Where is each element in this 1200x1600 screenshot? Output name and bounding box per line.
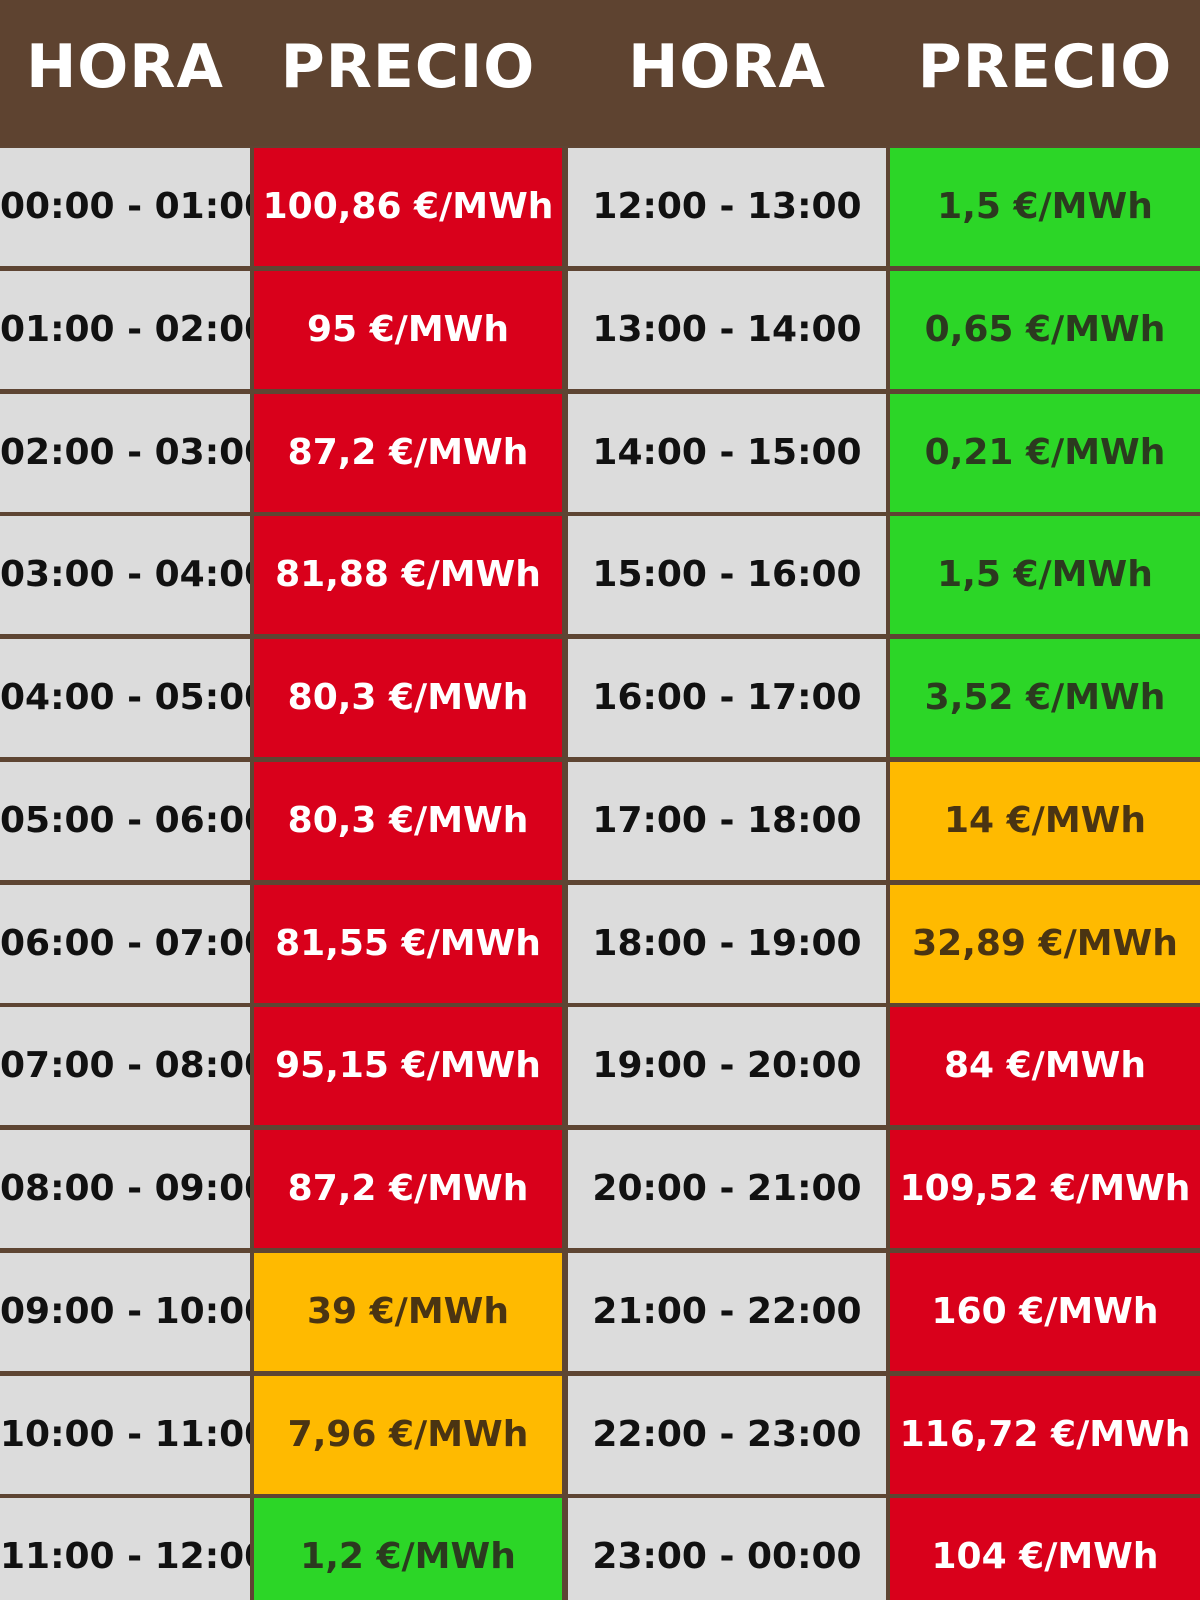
left-hora-cell: 00:00 - 01:00 xyxy=(0,148,250,266)
table-header: HORA PRECIO HORA PRECIO xyxy=(0,0,1200,146)
left-hora-cell: 11:00 - 12:00 xyxy=(0,1498,250,1600)
left-hora-cell: 01:00 - 02:00 xyxy=(0,270,250,389)
right-precio-cell: 0,65 €/MWh xyxy=(890,270,1200,389)
right-hora-cell: 20:00 - 21:00 xyxy=(568,1130,886,1248)
header-hora-right: HORA xyxy=(628,32,826,102)
right-hora-cell: 14:00 - 15:00 xyxy=(568,393,886,512)
right-precio-cell: 109,52 €/MWh xyxy=(890,1130,1200,1248)
header-precio-left: PRECIO xyxy=(280,32,536,102)
table-row: 04:00 - 05:00 80,3 €/MWh 16:00 - 17:00 3,52… xyxy=(0,639,1200,757)
right-hora-cell: 16:00 - 17:00 xyxy=(568,639,886,757)
table-row: 11:00 - 12:00 1,2 €/MWh 23:00 - 00:00 104 €… xyxy=(0,1498,1200,1600)
right-precio-cell: 116,72 €/MWh xyxy=(890,1375,1200,1494)
left-precio-cell: 95 €/MWh xyxy=(254,270,562,389)
right-precio-cell: 14 €/MWh xyxy=(890,761,1200,880)
left-hora-cell: 06:00 - 07:00 xyxy=(0,884,250,1003)
right-hora-cell: 23:00 - 00:00 xyxy=(568,1498,886,1600)
right-precio-cell: 32,89 €/MWh xyxy=(890,884,1200,1003)
left-precio-cell: 1,2 €/MWh xyxy=(254,1498,562,1600)
left-hora-cell: 09:00 - 10:00 xyxy=(0,1252,250,1371)
right-hora-cell: 22:00 - 23:00 xyxy=(568,1375,886,1494)
left-precio-cell: 95,15 €/MWh xyxy=(254,1007,562,1126)
table-row: 05:00 - 06:00 80,3 €/MWh 17:00 - 18:00 14 €… xyxy=(0,761,1200,880)
left-hora-cell: 03:00 - 04:00 xyxy=(0,516,250,635)
right-hora-cell: 18:00 - 19:00 xyxy=(568,884,886,1003)
right-hora-cell: 17:00 - 18:00 xyxy=(568,761,886,880)
left-precio-cell: 39 €/MWh xyxy=(254,1252,562,1371)
right-precio-cell: 84 €/MWh xyxy=(890,1007,1200,1126)
table-row: 10:00 - 11:00 7,96 €/MWh 22:00 - 23:00 116,… xyxy=(0,1375,1200,1494)
right-precio-cell: 1,5 €/MWh xyxy=(890,148,1200,266)
left-precio-cell: 7,96 €/MWh xyxy=(254,1375,562,1494)
table-row: 03:00 - 04:00 81,88 €/MWh 15:00 - 16:00 1,5… xyxy=(0,516,1200,635)
right-hora-cell: 12:00 - 13:00 xyxy=(568,148,886,266)
left-precio-cell: 80,3 €/MWh xyxy=(254,639,562,757)
table-row: 00:00 - 01:00 100,86 €/MWh 12:00 - 13:00 1,… xyxy=(0,148,1200,266)
table-row: 02:00 - 03:00 87,2 €/MWh 14:00 - 15:00 0,21… xyxy=(0,393,1200,512)
left-precio-cell: 81,88 €/MWh xyxy=(254,516,562,635)
left-hora-cell: 10:00 - 11:00 xyxy=(0,1375,250,1494)
right-precio-cell: 1,5 €/MWh xyxy=(890,516,1200,635)
left-hora-cell: 02:00 - 03:00 xyxy=(0,393,250,512)
left-precio-cell: 80,3 €/MWh xyxy=(254,761,562,880)
table-row: 09:00 - 10:00 39 €/MWh 21:00 - 22:00 160 €/… xyxy=(0,1252,1200,1371)
right-hora-cell: 15:00 - 16:00 xyxy=(568,516,886,635)
right-precio-cell: 104 €/MWh xyxy=(890,1498,1200,1600)
right-hora-cell: 21:00 - 22:00 xyxy=(568,1252,886,1371)
left-hora-cell: 05:00 - 06:00 xyxy=(0,761,250,880)
right-precio-cell: 0,21 €/MWh xyxy=(890,393,1200,512)
right-hora-cell: 13:00 - 14:00 xyxy=(568,270,886,389)
left-hora-cell: 07:00 - 08:00 xyxy=(0,1007,250,1126)
right-precio-cell: 3,52 €/MWh xyxy=(890,639,1200,757)
table-row: 01:00 - 02:00 95 €/MWh 13:00 - 14:00 0,65 €… xyxy=(0,270,1200,389)
left-hora-cell: 08:00 - 09:00 xyxy=(0,1130,250,1248)
left-precio-cell: 81,55 €/MWh xyxy=(254,884,562,1003)
left-hora-cell: 04:00 - 05:00 xyxy=(0,639,250,757)
left-precio-cell: 100,86 €/MWh xyxy=(254,148,562,266)
right-precio-cell: 160 €/MWh xyxy=(890,1252,1200,1371)
header-hora-left: HORA xyxy=(26,32,224,102)
right-hora-cell: 19:00 - 20:00 xyxy=(568,1007,886,1126)
table-row: 06:00 - 07:00 81,55 €/MWh 18:00 - 19:00 32,… xyxy=(0,884,1200,1003)
table-row: 08:00 - 09:00 87,2 €/MWh 20:00 - 21:00 109,… xyxy=(0,1130,1200,1248)
left-precio-cell: 87,2 €/MWh xyxy=(254,393,562,512)
left-precio-cell: 87,2 €/MWh xyxy=(254,1130,562,1248)
header-precio-right: PRECIO xyxy=(917,32,1173,102)
table-row: 07:00 - 08:00 95,15 €/MWh 19:00 - 20:00 84 … xyxy=(0,1007,1200,1126)
